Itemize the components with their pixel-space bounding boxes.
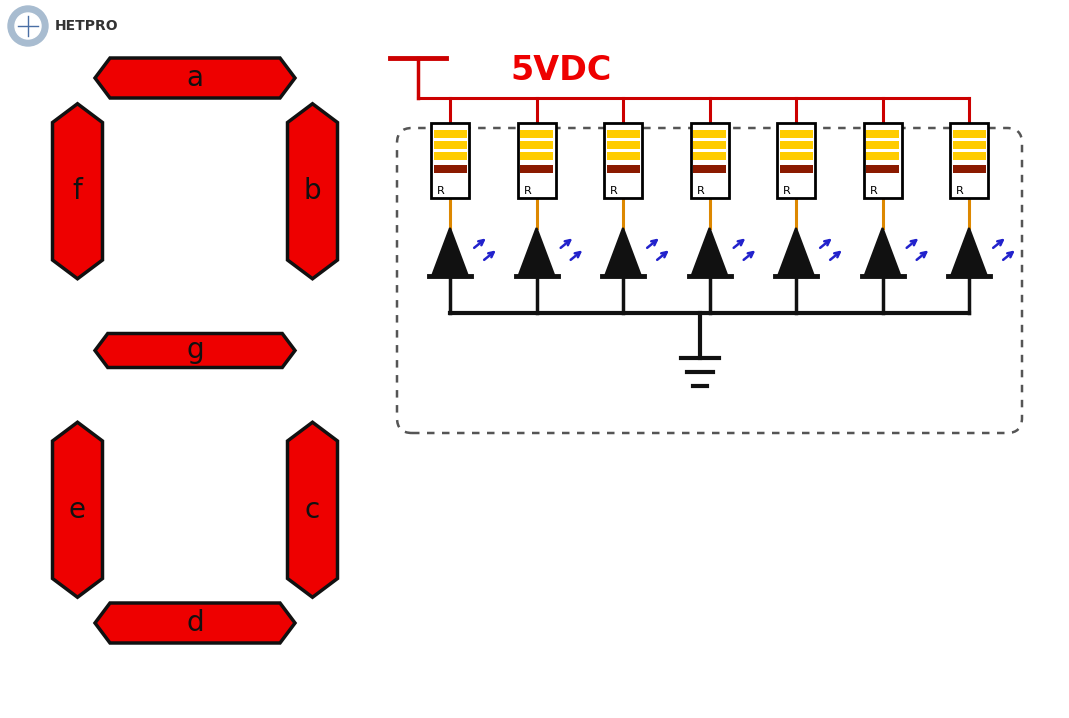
Text: R: R bbox=[869, 186, 878, 196]
Bar bbox=[520, 141, 553, 149]
Text: b: b bbox=[528, 142, 545, 170]
Text: e: e bbox=[69, 495, 86, 523]
Polygon shape bbox=[778, 228, 814, 276]
Polygon shape bbox=[692, 228, 728, 276]
Polygon shape bbox=[95, 603, 295, 643]
Text: R: R bbox=[697, 186, 704, 196]
Bar bbox=[604, 123, 642, 198]
Bar bbox=[864, 123, 901, 198]
Polygon shape bbox=[52, 103, 103, 279]
Polygon shape bbox=[518, 228, 555, 276]
Bar bbox=[434, 131, 466, 138]
Text: g: g bbox=[960, 142, 978, 170]
Polygon shape bbox=[288, 103, 338, 279]
Circle shape bbox=[15, 13, 41, 39]
Bar bbox=[779, 152, 812, 159]
Polygon shape bbox=[288, 422, 338, 597]
Bar bbox=[952, 131, 986, 138]
Text: R: R bbox=[784, 186, 791, 196]
Bar bbox=[520, 165, 553, 172]
Text: c: c bbox=[305, 495, 320, 523]
Bar bbox=[693, 131, 726, 138]
Bar bbox=[693, 165, 726, 172]
Polygon shape bbox=[95, 333, 295, 368]
Polygon shape bbox=[52, 422, 103, 597]
Bar bbox=[777, 123, 815, 198]
Bar bbox=[866, 165, 899, 172]
Text: R: R bbox=[956, 186, 964, 196]
Text: e: e bbox=[788, 142, 805, 170]
Bar bbox=[517, 123, 556, 198]
Bar bbox=[866, 131, 899, 138]
Bar bbox=[866, 152, 899, 159]
Text: g: g bbox=[186, 337, 204, 365]
Bar bbox=[950, 123, 988, 198]
Bar bbox=[693, 141, 726, 149]
Polygon shape bbox=[432, 228, 468, 276]
Text: f: f bbox=[878, 142, 887, 170]
Bar bbox=[606, 165, 639, 172]
Text: a: a bbox=[186, 64, 203, 92]
Bar bbox=[431, 123, 469, 198]
Text: R: R bbox=[524, 186, 531, 196]
Bar bbox=[520, 131, 553, 138]
Text: a: a bbox=[441, 142, 459, 170]
Text: d: d bbox=[700, 142, 718, 170]
Text: HETPRO: HETPRO bbox=[55, 19, 119, 33]
Bar bbox=[693, 152, 726, 159]
Bar bbox=[952, 152, 986, 159]
Bar bbox=[434, 165, 466, 172]
Bar bbox=[866, 141, 899, 149]
Text: c: c bbox=[616, 142, 631, 170]
Polygon shape bbox=[605, 228, 641, 276]
Text: R: R bbox=[610, 186, 618, 196]
Bar bbox=[952, 165, 986, 172]
Text: f: f bbox=[73, 177, 82, 205]
Bar bbox=[952, 141, 986, 149]
Bar bbox=[434, 141, 466, 149]
Bar bbox=[606, 152, 639, 159]
Polygon shape bbox=[95, 58, 295, 98]
Text: b: b bbox=[304, 177, 322, 205]
Bar bbox=[606, 131, 639, 138]
Text: d: d bbox=[186, 609, 204, 637]
Text: 5VDC: 5VDC bbox=[510, 54, 611, 86]
Polygon shape bbox=[865, 228, 900, 276]
Circle shape bbox=[7, 6, 48, 46]
Polygon shape bbox=[951, 228, 987, 276]
Bar bbox=[779, 165, 812, 172]
Bar bbox=[606, 141, 639, 149]
Text: R: R bbox=[437, 186, 445, 196]
Bar bbox=[520, 152, 553, 159]
Bar bbox=[691, 123, 728, 198]
Bar bbox=[779, 131, 812, 138]
Bar bbox=[779, 141, 812, 149]
Bar bbox=[434, 152, 466, 159]
